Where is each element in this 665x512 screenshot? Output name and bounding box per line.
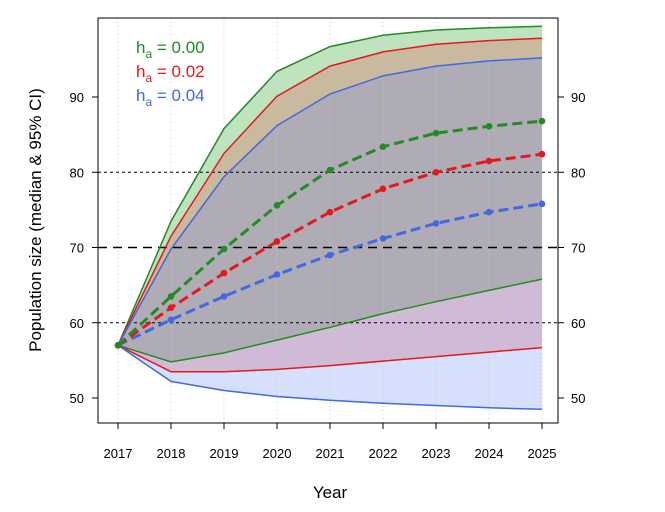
x-tick-label-2025: 2025 xyxy=(528,446,557,461)
legend-entry-series-2: ha = 0.04 xyxy=(136,86,205,109)
lower-bound-series-2 xyxy=(117,344,543,411)
plot-frame xyxy=(97,17,559,424)
x-tick-label-2019: 2019 xyxy=(210,446,239,461)
lower-bound-series-1 xyxy=(117,344,543,373)
y-right-tick-label-60: 60 xyxy=(571,316,585,331)
median-point-series-1-2020 xyxy=(273,238,281,245)
y-right-tick-label-50: 50 xyxy=(571,391,585,406)
median-point-series-0-2021 xyxy=(326,166,334,174)
x-axis: 2017 2018 2019 2020 2021 2022 2023 2024 2025 xyxy=(104,423,557,461)
x-tick-label-2017: 2017 xyxy=(104,446,133,461)
ci-band-series-2 xyxy=(118,57,542,410)
upper-bound-series-2 xyxy=(117,57,543,346)
y-axis-left: 50 60 70 80 90 xyxy=(70,90,98,406)
median-point-series-1-2021 xyxy=(326,208,334,216)
legend-entry-series-1: ha = 0.02 xyxy=(136,62,205,85)
median-point-series-0-2025 xyxy=(538,117,546,125)
x-tick-label-2024: 2024 xyxy=(475,446,504,461)
x-tick-label-2022: 2022 xyxy=(369,446,398,461)
x-tick-label-2020: 2020 xyxy=(263,446,292,461)
median-lines xyxy=(114,117,546,349)
legend-entry-series-0: ha = 0.00 xyxy=(136,38,205,61)
median-point-series-2-2024 xyxy=(485,208,493,216)
x-axis-title: Year xyxy=(313,483,348,502)
x-tick-label-2018: 2018 xyxy=(157,446,186,461)
median-point-series-1-2018 xyxy=(167,304,175,312)
y-right-tick-label-80: 80 xyxy=(571,165,585,180)
x-tick-label-2023: 2023 xyxy=(422,446,451,461)
y-right-tick-label-70: 70 xyxy=(571,241,585,256)
confidence-bands xyxy=(118,26,542,410)
median-point-series-2-2021 xyxy=(326,251,334,259)
y-axis-title: Population size (median & 95% CI) xyxy=(26,88,45,352)
median-point-series-1-2023 xyxy=(432,168,440,176)
median-point-series-2-2023 xyxy=(432,220,440,227)
y-left-tick-label-70: 70 xyxy=(70,241,84,256)
median-point-series-1-2025 xyxy=(538,150,546,158)
median-point-series-1-2024 xyxy=(485,157,493,165)
median-point-series-0-2023 xyxy=(432,129,440,137)
x-tick-label-2021: 2021 xyxy=(316,446,345,461)
median-point-series-0-2022 xyxy=(379,143,387,150)
median-point-series-0-2017 xyxy=(114,342,122,349)
median-point-series-2-2019 xyxy=(220,293,228,300)
median-point-series-2-2025 xyxy=(538,200,546,208)
confidence-bounds xyxy=(117,25,543,411)
y-left-tick-label-60: 60 xyxy=(70,316,84,331)
median-point-series-0-2018 xyxy=(167,293,175,300)
median-point-series-1-2022 xyxy=(379,185,387,193)
median-point-series-2-2018 xyxy=(167,316,175,324)
y-left-tick-label-80: 80 xyxy=(70,165,84,180)
ci-band-series-1 xyxy=(118,38,542,372)
upper-bound-series-1 xyxy=(117,37,543,346)
median-point-series-2-2022 xyxy=(379,235,387,242)
upper-bound-series-0 xyxy=(117,25,543,346)
median-point-series-0-2020 xyxy=(273,202,281,209)
y-axis-right: 50 60 70 80 90 xyxy=(558,90,585,406)
y-right-tick-label-90: 90 xyxy=(571,90,585,105)
median-point-series-2-2020 xyxy=(273,271,281,278)
y-left-tick-label-50: 50 xyxy=(70,391,84,406)
median-point-series-0-2024 xyxy=(485,123,493,130)
median-point-series-0-2019 xyxy=(220,245,228,253)
lower-bound-series-0 xyxy=(117,278,543,363)
y-left-tick-label-90: 90 xyxy=(70,90,84,105)
median-point-series-1-2019 xyxy=(220,269,228,277)
